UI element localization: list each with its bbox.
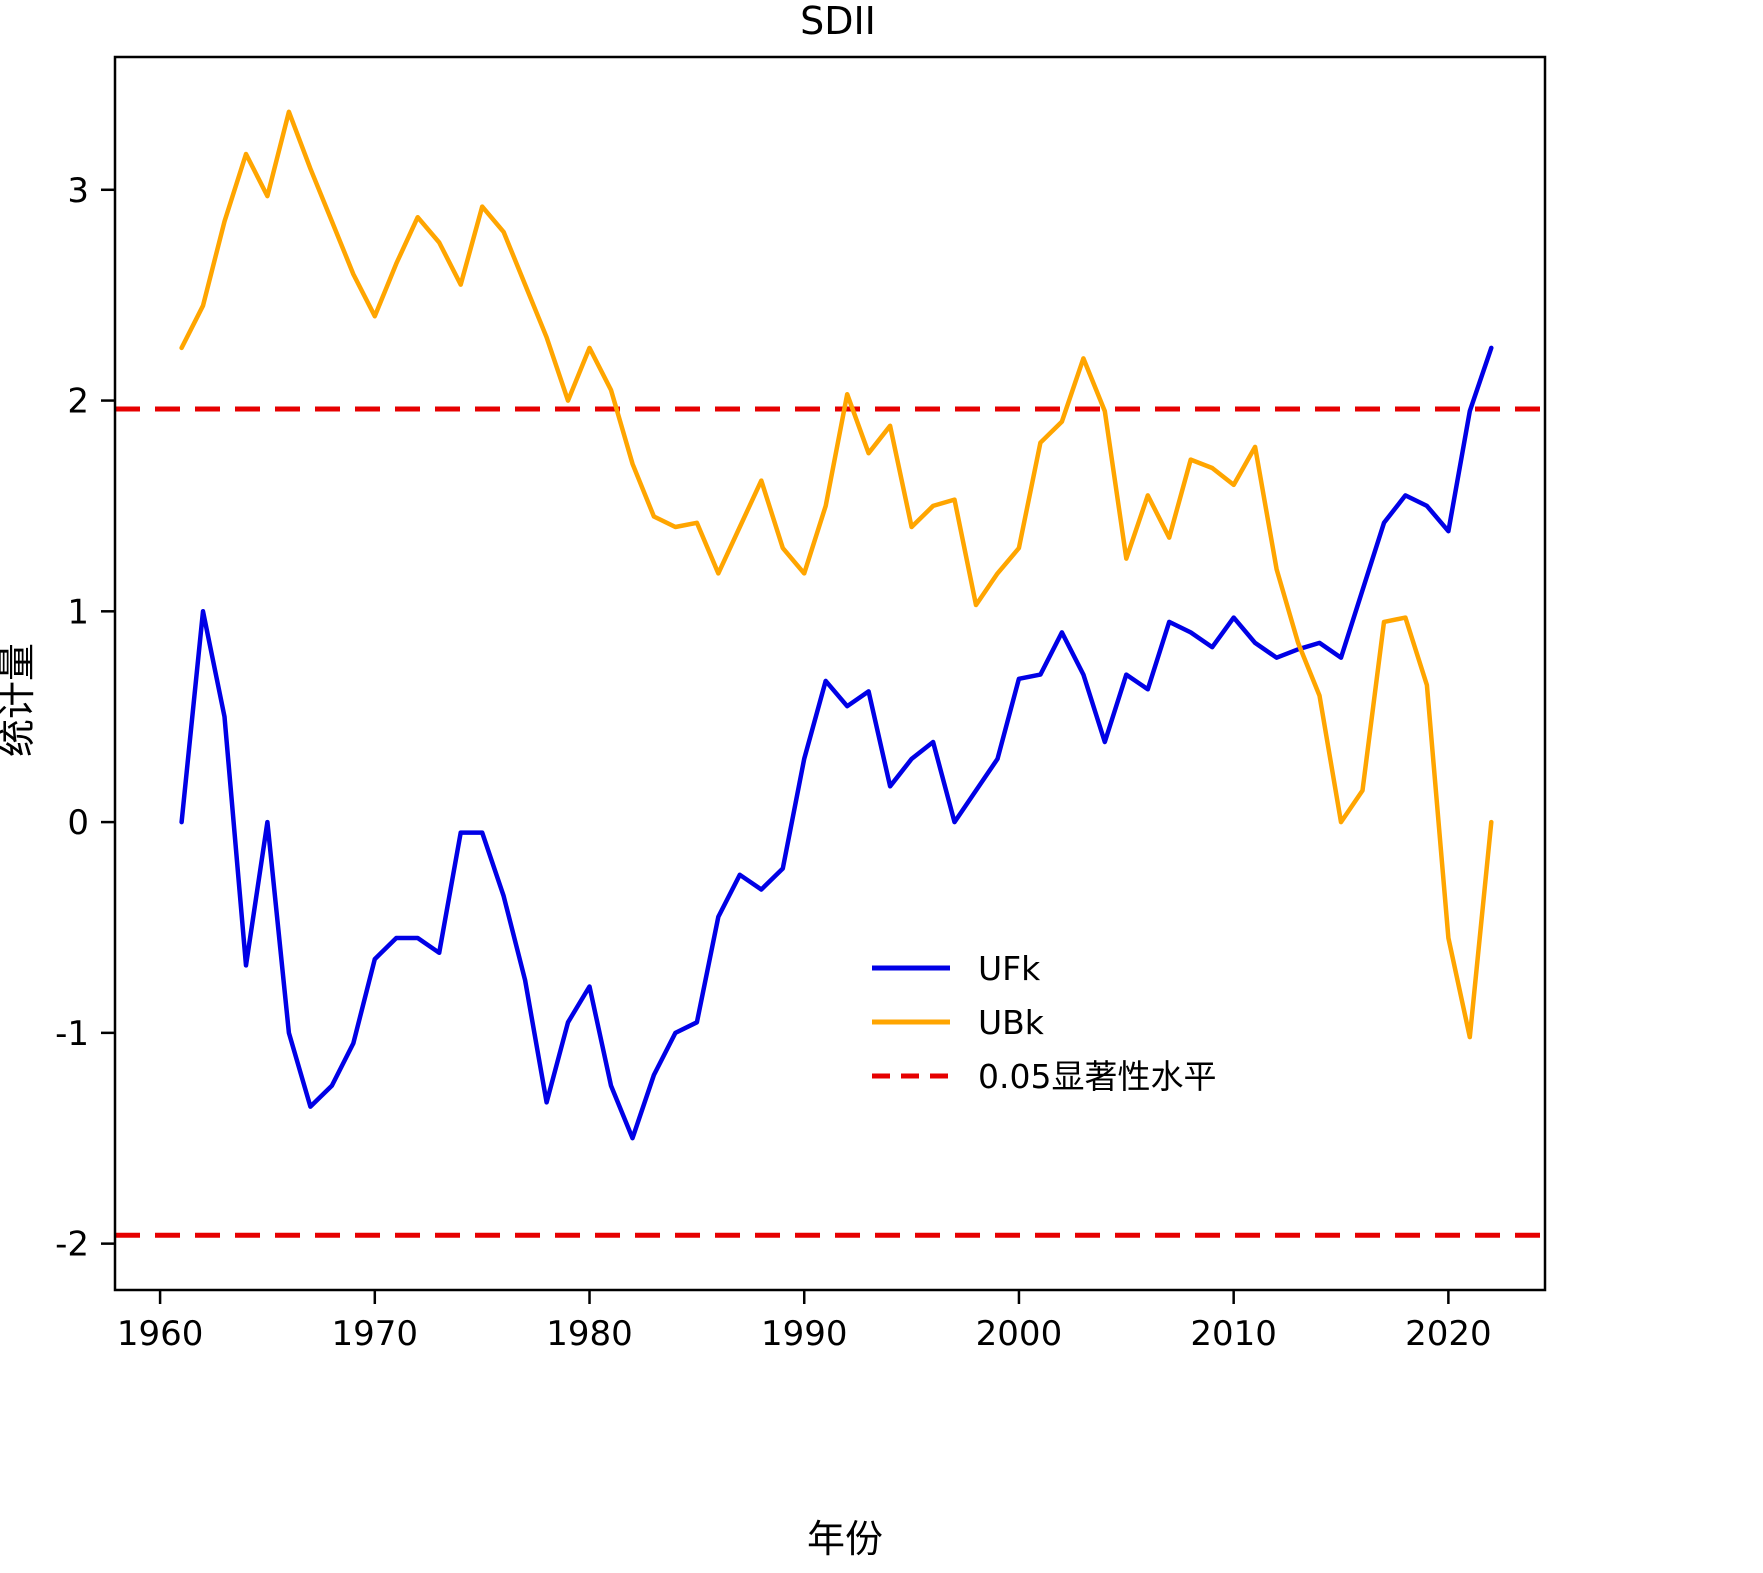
series-UFk [179,345,1494,1141]
x-tick-label: 1970 [332,1314,419,1354]
legend-label: 0.05显著性水平 [978,1057,1216,1096]
y-tick-label: 1 [67,592,89,632]
x-tick-label: 1960 [117,1314,204,1354]
y-axis-label: 统计量 [0,643,39,757]
x-tick-label: 2000 [976,1314,1063,1354]
y-tick-label: 3 [67,171,89,211]
x-tick-label: 1980 [546,1314,633,1354]
chart-title: SDII [800,0,876,43]
series-UBk [179,109,1494,1040]
x-axis-label: 年份 [807,1517,883,1561]
x-tick-label: 2020 [1405,1314,1492,1354]
x-tick-label: 1990 [761,1314,848,1354]
legend-label: UBk [978,1003,1045,1042]
y-tick-label: -1 [55,1014,89,1054]
y-tick-label: 2 [67,382,89,422]
plot-layer: 1960 1970 1980 1990 2000 2010 2020 -2 -1 0 1 2 3 UFk U… [55,109,1545,1354]
x-tick-label: 2010 [1190,1314,1277,1354]
legend-label: UFk [978,949,1041,988]
y-tick-label: -2 [55,1225,89,1265]
y-tick-label: 0 [67,803,89,843]
plot-border [113,55,1547,1292]
